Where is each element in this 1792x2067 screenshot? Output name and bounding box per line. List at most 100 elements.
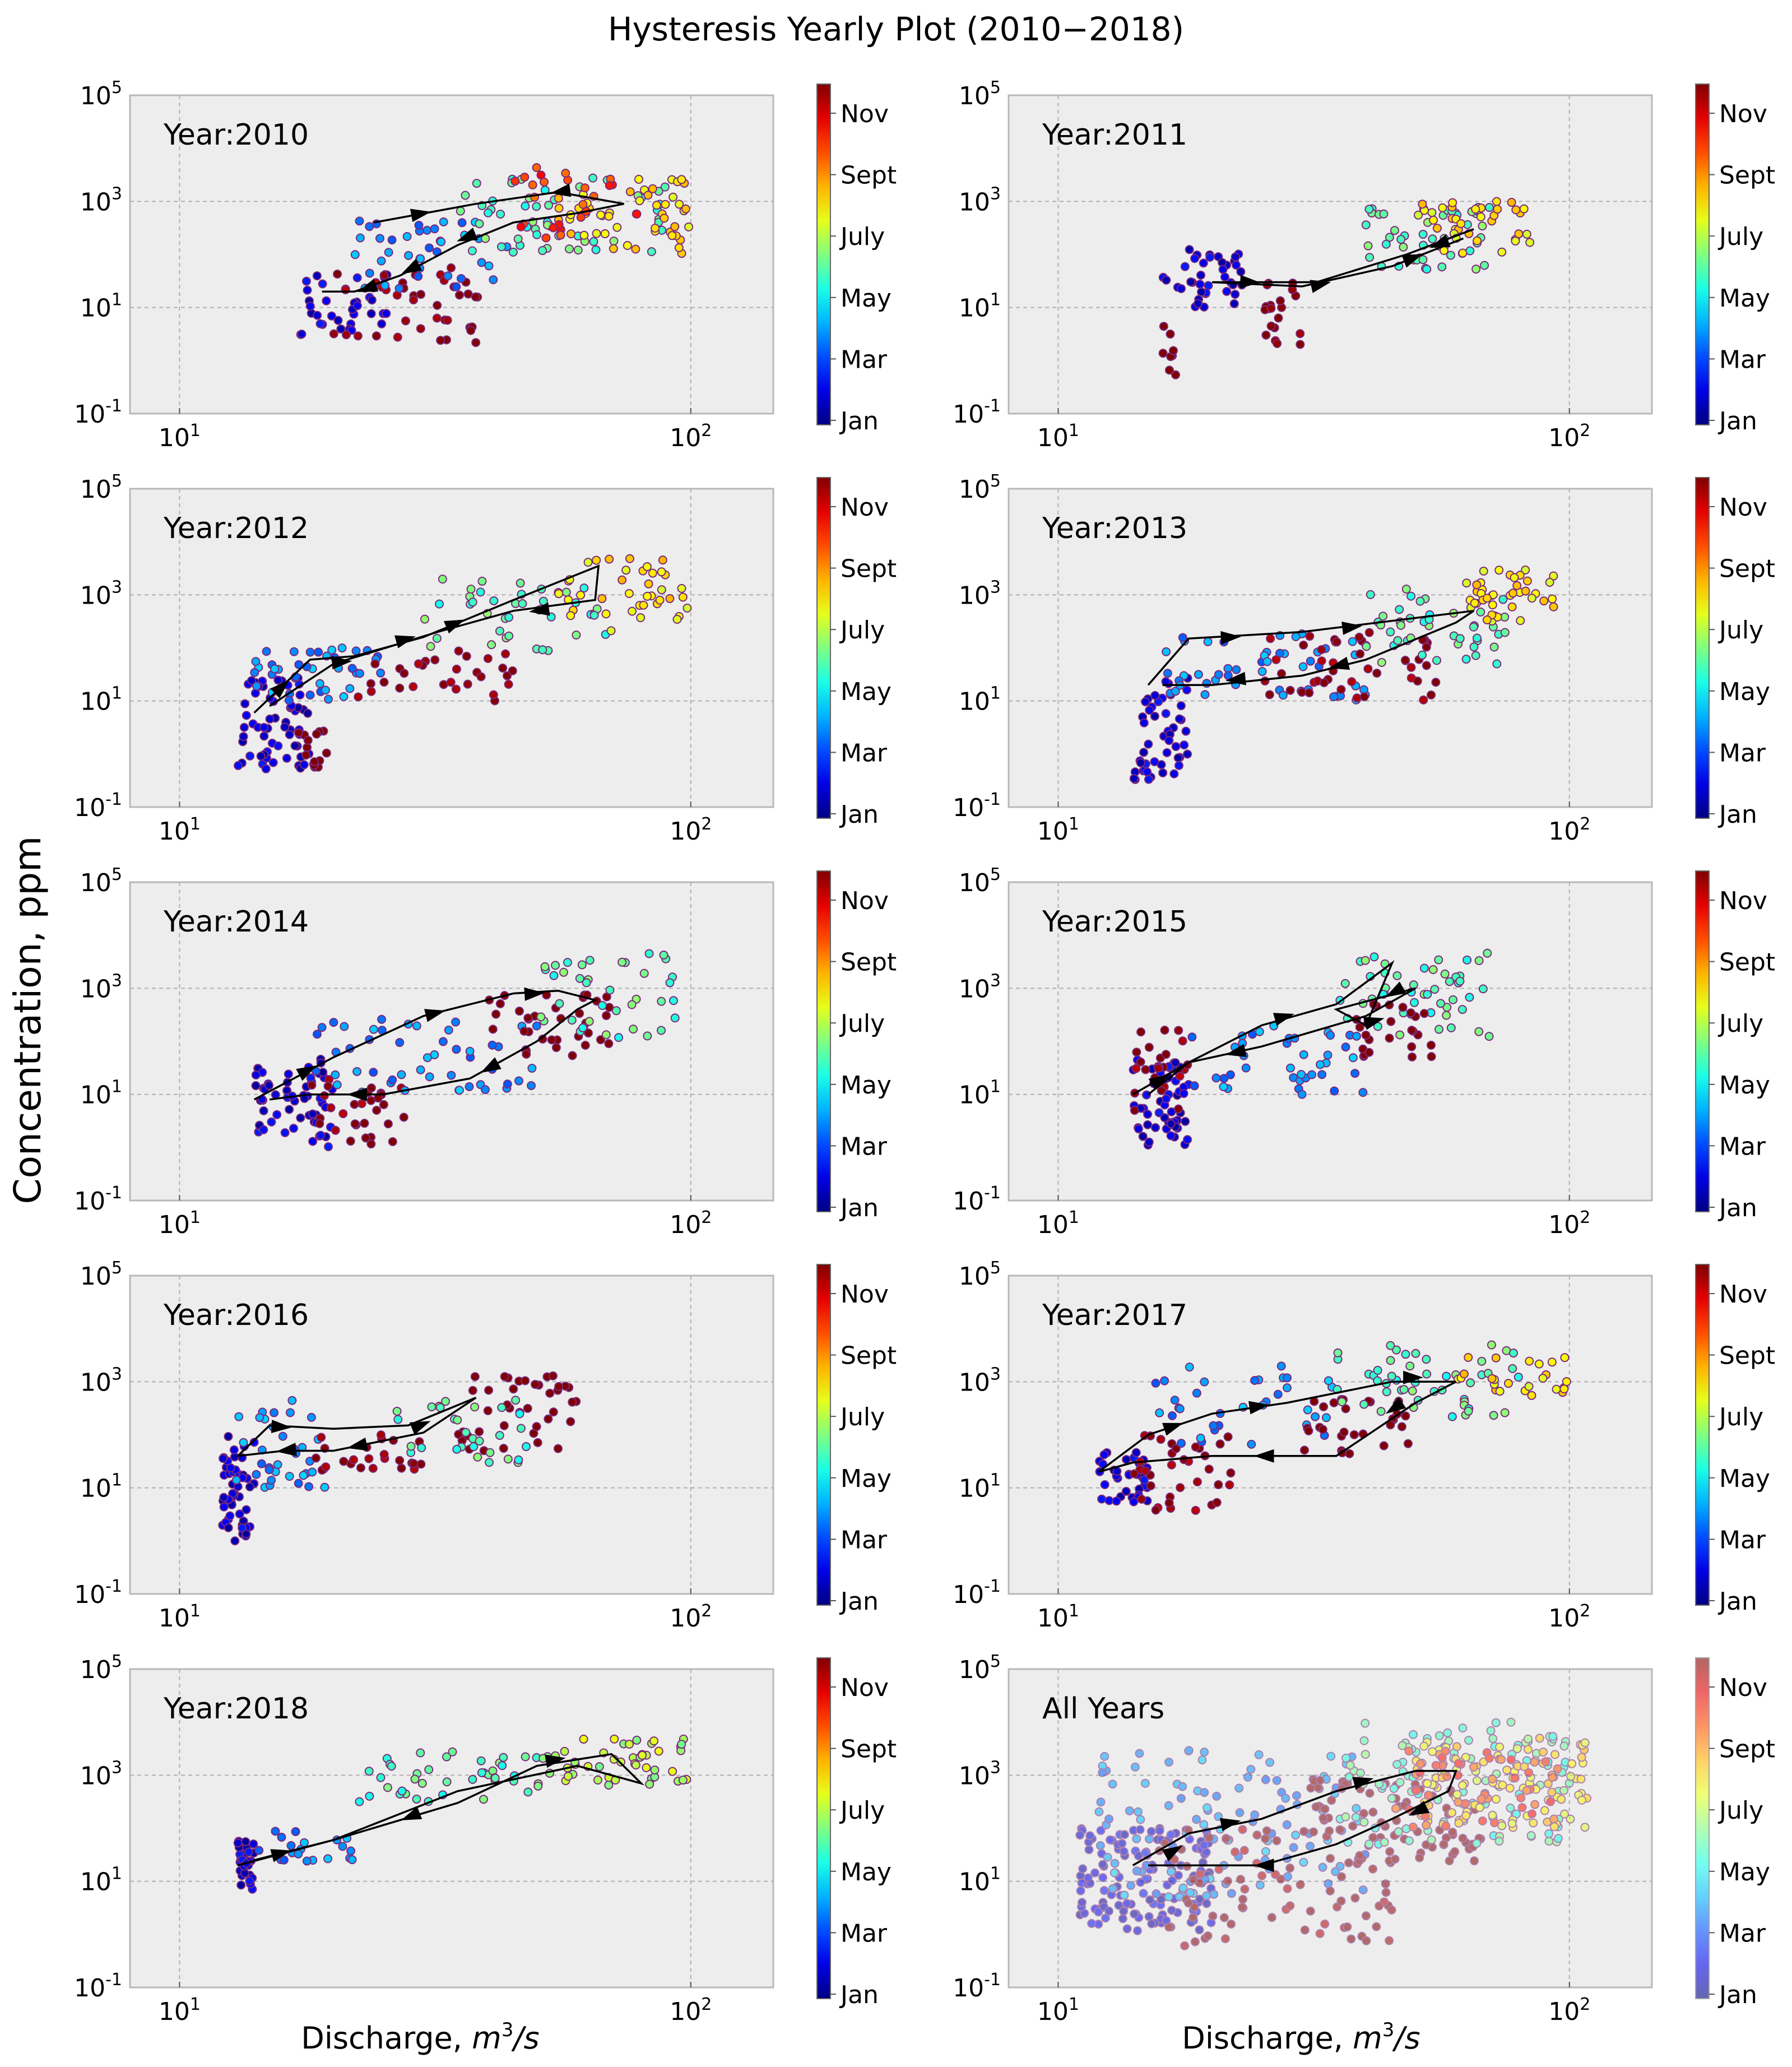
data-point xyxy=(285,1105,294,1114)
data-point xyxy=(1171,1058,1180,1068)
data-point xyxy=(1512,581,1522,590)
data-point xyxy=(313,310,322,320)
data-point xyxy=(1309,1827,1319,1837)
data-point xyxy=(1167,1460,1176,1470)
data-point xyxy=(1454,1818,1464,1828)
direction-arrow xyxy=(545,1754,566,1768)
data-point xyxy=(249,1839,258,1849)
data-point xyxy=(420,614,430,624)
data-point xyxy=(1419,963,1429,973)
data-point xyxy=(1174,1026,1183,1035)
data-point xyxy=(475,1436,484,1446)
data-point xyxy=(1476,608,1485,617)
data-point xyxy=(350,1100,359,1109)
data-point xyxy=(1492,197,1501,206)
data-point xyxy=(1176,284,1186,293)
data-point xyxy=(1465,246,1475,256)
data-point xyxy=(632,209,642,219)
y-tick-label: 10-1 xyxy=(953,1577,1001,1609)
data-point xyxy=(1379,1441,1389,1450)
data-point xyxy=(1271,1870,1280,1879)
data-point xyxy=(609,244,618,253)
data-point xyxy=(532,1021,541,1031)
data-point xyxy=(1491,1795,1501,1804)
x-axis-unit-exp: 3 xyxy=(1382,2019,1395,2041)
data-point xyxy=(1520,1762,1529,1772)
data-point xyxy=(1333,1348,1343,1357)
data-point xyxy=(297,330,307,339)
data-point xyxy=(299,1838,309,1847)
colorbar-tick-label: May xyxy=(1719,284,1770,313)
data-point xyxy=(566,1417,575,1426)
data-point xyxy=(271,1827,280,1836)
direction-arrow xyxy=(1310,280,1331,293)
panel-label: Year:2016 xyxy=(163,1299,309,1332)
data-point xyxy=(1437,1753,1447,1763)
data-point xyxy=(468,1774,477,1784)
direction-arrow xyxy=(270,679,290,699)
data-point xyxy=(1324,1376,1333,1385)
x-tick-label: 101 xyxy=(159,814,201,846)
data-point xyxy=(1307,1070,1317,1079)
data-point xyxy=(352,301,362,310)
data-point xyxy=(678,592,688,602)
data-point xyxy=(256,752,266,761)
data-point xyxy=(1350,1893,1360,1903)
data-point xyxy=(1184,1746,1194,1755)
colorbar-tick-label: July xyxy=(1717,1009,1763,1038)
data-point xyxy=(1167,1876,1177,1885)
data-point xyxy=(397,1070,406,1079)
data-point xyxy=(1337,1872,1347,1881)
y-tick-label: 103 xyxy=(959,971,1001,1003)
data-point xyxy=(1186,1888,1195,1897)
data-point xyxy=(1408,1052,1417,1062)
data-point xyxy=(1100,1751,1109,1761)
data-point xyxy=(567,1016,577,1025)
data-point xyxy=(1469,1762,1478,1772)
data-point xyxy=(347,664,357,673)
data-point xyxy=(523,1403,532,1413)
colorbar xyxy=(1695,1657,1710,1999)
data-point xyxy=(313,1030,322,1039)
data-point xyxy=(1488,1734,1498,1744)
data-point xyxy=(308,1467,317,1477)
data-point xyxy=(1122,1899,1132,1908)
scatter-points xyxy=(251,949,680,1151)
data-point xyxy=(484,208,493,217)
data-point xyxy=(601,1030,611,1040)
data-point xyxy=(1202,1891,1211,1901)
data-point xyxy=(406,1442,416,1451)
data-point xyxy=(1395,605,1404,614)
data-point xyxy=(1498,595,1508,604)
data-point xyxy=(1262,657,1272,666)
data-point xyxy=(1141,697,1150,707)
panel-label: Year:2010 xyxy=(163,118,309,152)
data-point xyxy=(1364,1048,1374,1057)
y-tick-label: 10-1 xyxy=(74,790,122,822)
data-point xyxy=(399,1113,408,1122)
x-axis-unit-suffix: /s xyxy=(1392,2020,1420,2056)
data-point xyxy=(1108,1779,1117,1789)
data-point xyxy=(452,1045,461,1054)
data-point xyxy=(265,714,275,724)
data-point xyxy=(1427,208,1437,217)
scatter-points xyxy=(296,163,694,347)
data-point xyxy=(1548,1732,1558,1741)
data-point xyxy=(1422,1355,1431,1364)
data-point xyxy=(665,594,675,604)
data-point xyxy=(1222,1834,1231,1843)
data-point xyxy=(251,1081,261,1091)
data-point xyxy=(623,240,632,250)
data-point xyxy=(1311,1412,1320,1421)
data-point xyxy=(1412,1786,1421,1795)
colorbar-tick-label: May xyxy=(841,1071,892,1100)
data-point xyxy=(1472,1776,1482,1786)
direction-arrow xyxy=(1408,1801,1430,1816)
data-point xyxy=(1458,248,1468,258)
data-point xyxy=(1147,1919,1157,1929)
data-point xyxy=(1396,235,1406,244)
data-point xyxy=(219,1502,229,1512)
data-point xyxy=(1516,1793,1526,1802)
colorbar-tick-label: Nov xyxy=(1719,1674,1767,1702)
data-point xyxy=(1118,1914,1127,1924)
